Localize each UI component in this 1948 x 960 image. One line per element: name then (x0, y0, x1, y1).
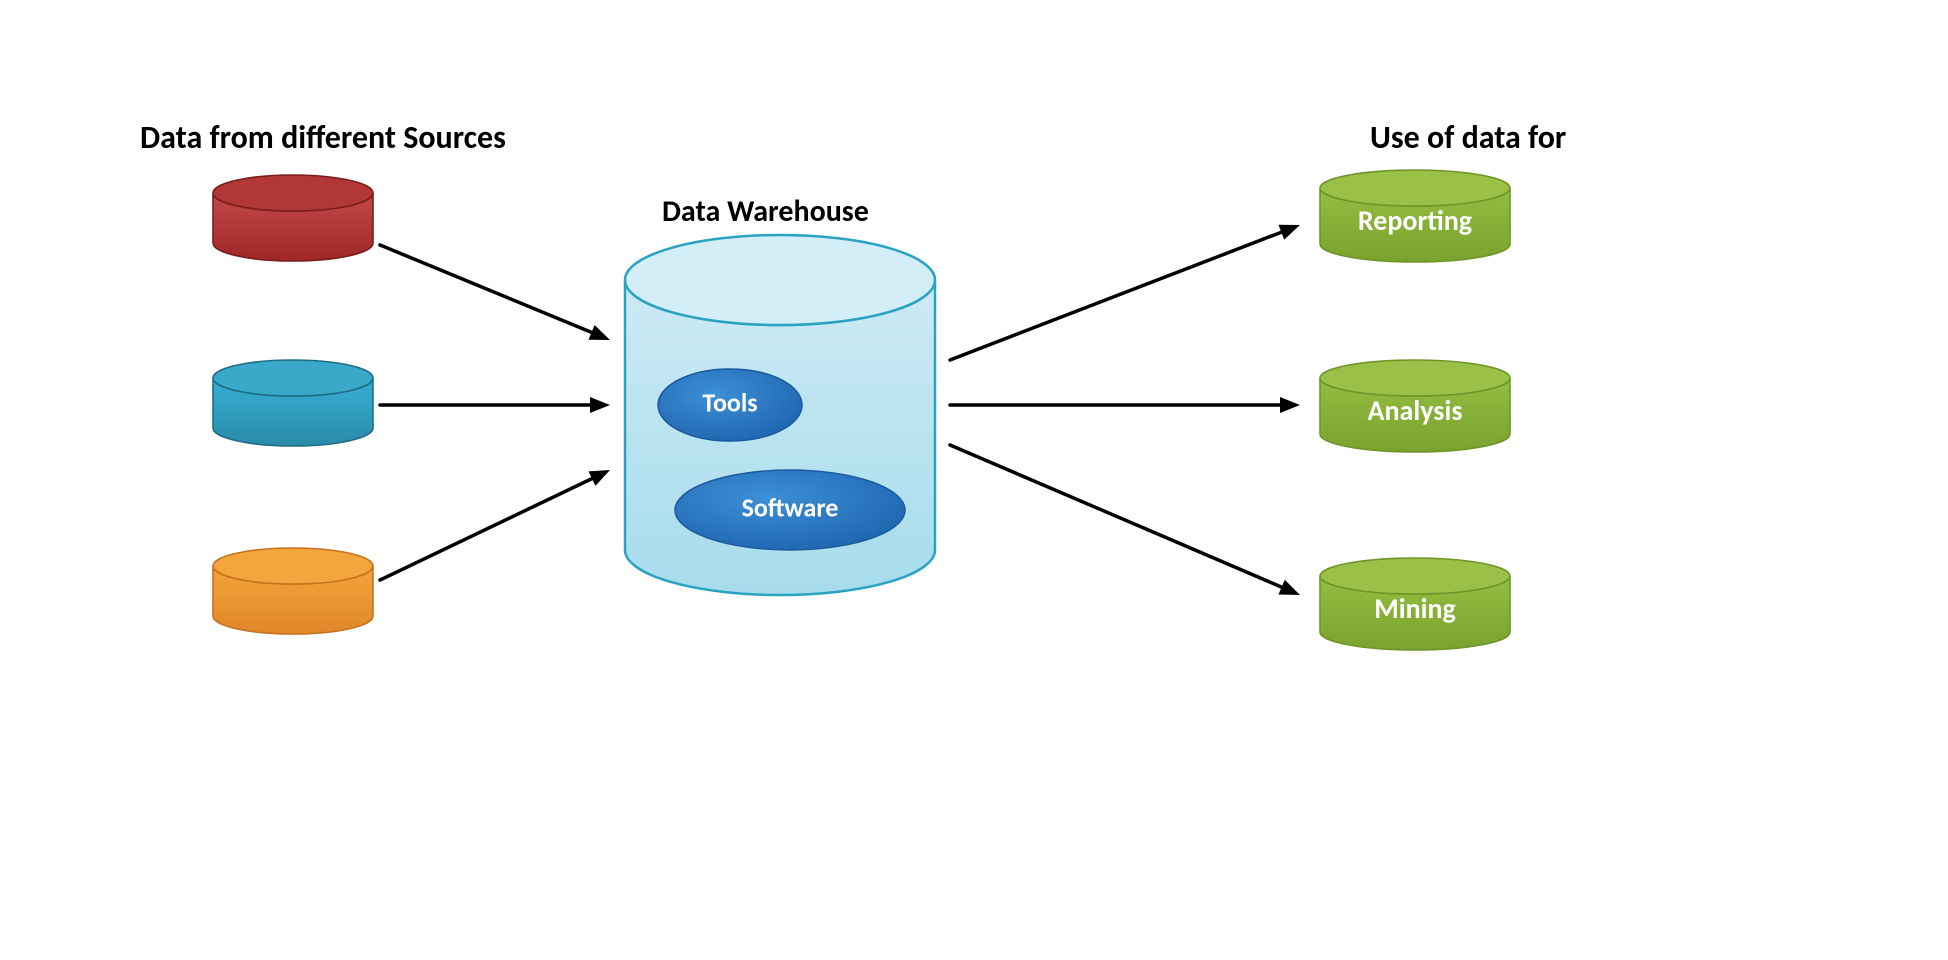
arrow-in-2 (380, 470, 610, 580)
use-cylinder-1-label: Analysis (1368, 393, 1463, 428)
heading-sources: Data from different Sources (140, 118, 506, 157)
heading-uses: Use of data for (1370, 118, 1566, 157)
use-cylinder-1: Analysis (1320, 360, 1510, 452)
source-cylinder-1 (213, 360, 373, 446)
warehouse-oval-1-label: Software (742, 491, 839, 523)
arrow-out-0 (950, 225, 1300, 360)
warehouse-oval-0: Tools (658, 369, 802, 441)
source-cylinder-0 (213, 175, 373, 261)
use-cylinder-2: Mining (1320, 558, 1510, 650)
warehouse-oval-0-label: Tools (702, 386, 757, 418)
use-cylinder-0: Reporting (1320, 170, 1510, 262)
arrow-in-0 (380, 245, 610, 340)
arrow-in-1 (380, 397, 610, 413)
use-cylinder-2-label: Mining (1374, 591, 1456, 626)
heading-warehouse: Data Warehouse (662, 193, 869, 230)
use-cylinder-0-label: Reporting (1358, 203, 1472, 238)
arrow-out-1 (950, 397, 1300, 413)
arrow-out-2 (950, 445, 1300, 595)
source-cylinder-2 (213, 548, 373, 634)
warehouse-oval-1: Software (675, 470, 905, 550)
